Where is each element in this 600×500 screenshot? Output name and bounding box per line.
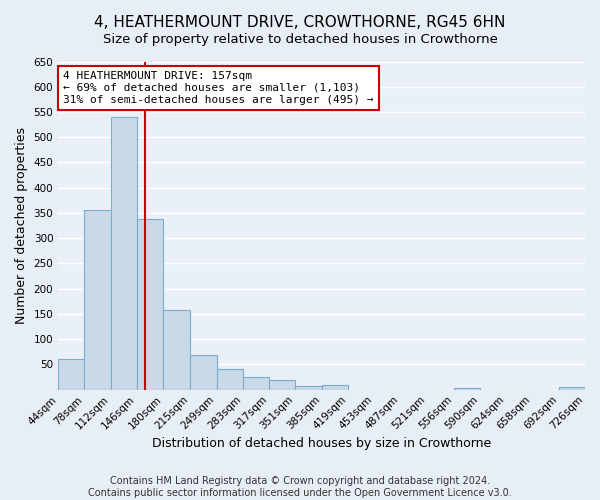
Bar (58, 360, 85, 390)
Bar (322, 384, 348, 390)
X-axis label: Distribution of detached houses by size in Crowthorne: Distribution of detached houses by size … (152, 437, 491, 450)
Bar (110, 117, 137, 390)
Text: Size of property relative to detached houses in Crowthorne: Size of property relative to detached ho… (103, 32, 497, 46)
Bar (454, 388, 480, 390)
Bar (137, 219, 163, 390)
Bar (85, 210, 110, 390)
Bar (295, 386, 322, 390)
Text: Contains HM Land Registry data © Crown copyright and database right 2024.
Contai: Contains HM Land Registry data © Crown c… (88, 476, 512, 498)
Text: 4, HEATHERMOUNT DRIVE, CROWTHORNE, RG45 6HN: 4, HEATHERMOUNT DRIVE, CROWTHORNE, RG45 … (94, 15, 506, 30)
Bar (269, 380, 295, 390)
Text: 4 HEATHERMOUNT DRIVE: 157sqm
← 69% of detached houses are smaller (1,103)
31% of: 4 HEATHERMOUNT DRIVE: 157sqm ← 69% of de… (64, 72, 374, 104)
Bar (243, 377, 269, 390)
Bar (163, 310, 190, 390)
Bar (559, 387, 585, 390)
Bar (217, 368, 243, 390)
Bar (190, 356, 217, 390)
Y-axis label: Number of detached properties: Number of detached properties (15, 127, 28, 324)
